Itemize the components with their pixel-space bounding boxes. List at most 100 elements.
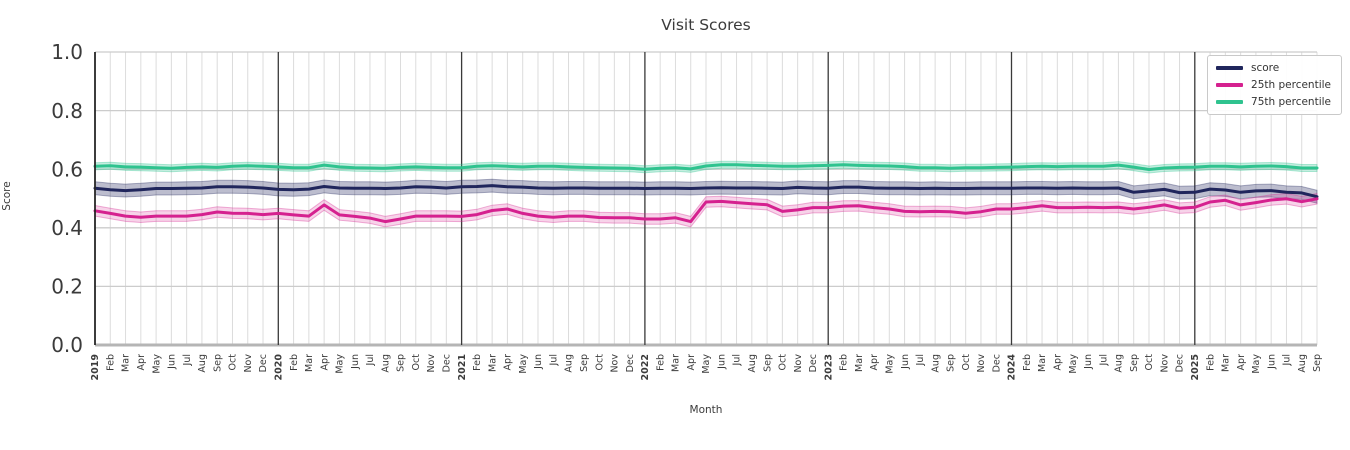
x-tick-label-month: Aug (380, 354, 391, 373)
x-tick-label-month: May (335, 354, 346, 374)
x-tick-label-month: Jun (350, 354, 361, 370)
x-tick-label-month: Dec (1175, 354, 1186, 372)
x-tick-label-month: Jun (1266, 354, 1277, 370)
x-tick-label-month: Aug (197, 354, 208, 373)
x-tick-label-month: Nov (1159, 354, 1170, 373)
x-tick-label-month: Aug (1114, 354, 1125, 373)
x-tick-label-year: 2024 (1007, 354, 1018, 381)
x-tick-label-year: 2025 (1190, 354, 1201, 380)
y-tick-label: 0.0 (51, 333, 83, 357)
legend: score 25th percentile 75th percentile (1207, 55, 1342, 115)
x-tick-label-year: 2020 (274, 354, 285, 381)
x-tick-label-month: Mar (304, 354, 315, 372)
x-tick-label-year: 2021 (457, 354, 468, 380)
x-tick-label-month: Jul (1098, 354, 1109, 366)
x-tick-label-month: Sep (946, 354, 957, 372)
x-tick-label-month: Jun (1083, 354, 1094, 370)
x-tick-label-month: Dec (258, 354, 269, 372)
x-tick-label-month: Mar (121, 354, 132, 372)
x-tick-label-month: Aug (564, 354, 575, 373)
legend-item-75th-percentile: 75th percentile (1216, 95, 1331, 109)
x-tick-label-month: Nov (610, 354, 621, 373)
x-tick-label-month: Jun (716, 354, 727, 370)
x-tick-label-month: Feb (472, 354, 483, 371)
x-tick-label-month: Oct (961, 354, 972, 371)
x-tick-label-month: Dec (442, 354, 453, 372)
x-tick-label-month: Feb (1205, 354, 1216, 371)
x-tick-label-month: Oct (228, 354, 239, 371)
y-tick-label: 0.6 (51, 157, 83, 181)
legend-item-score: score (1216, 61, 1331, 75)
x-tick-label-month: Aug (747, 354, 758, 373)
x-tick-label-month: Apr (869, 354, 880, 371)
series-line-score (93, 184, 1319, 199)
x-tick-label-month: Sep (396, 354, 407, 372)
x-tick-label-month: Apr (136, 354, 147, 371)
x-tick-label-month: May (1251, 354, 1262, 374)
x-tick-label-month: Feb (289, 354, 300, 371)
x-tick-label-month: Sep (579, 354, 590, 372)
legend-item-25th-percentile: 25th percentile (1216, 78, 1331, 92)
x-tick-label-month: Jul (365, 354, 376, 366)
x-tick-label-year: 2019 (90, 354, 101, 380)
x-tick-label-month: Mar (854, 354, 865, 372)
legend-label-25th-percentile: 25th percentile (1251, 79, 1331, 91)
x-tick-label-month: Dec (625, 354, 636, 372)
x-tick-label-month: Jun (900, 354, 911, 370)
x-tick-label-year: 2022 (640, 354, 651, 380)
x-tick-label-month: Jul (732, 354, 743, 366)
x-tick-label-month: Mar (487, 354, 498, 372)
x-tick-label-month: May (1068, 354, 1079, 374)
x-axis-label: Month (689, 404, 723, 416)
x-tick-label-month: Jul (182, 354, 193, 366)
x-tick-label-month: Sep (762, 354, 773, 372)
x-tick-label-year: 2023 (823, 354, 834, 380)
x-tick-label-month: Oct (411, 354, 422, 371)
score-line-swatch-icon (1216, 66, 1244, 70)
x-tick-label-month: Aug (1297, 354, 1308, 373)
y-tick-label: 1.0 (51, 40, 83, 64)
x-tick-label-month: Feb (1022, 354, 1033, 371)
y-tick-label: 0.4 (51, 216, 83, 240)
series-line-75th-percentile (93, 163, 1319, 171)
x-tick-label-month: Feb (839, 354, 850, 371)
x-tick-label-month: Apr (503, 354, 514, 371)
x-tick-label-month: Feb (105, 354, 116, 371)
x-tick-label-month: Apr (1053, 354, 1064, 371)
x-tick-label-month: Mar (671, 354, 682, 372)
x-tick-label-month: Apr (686, 354, 697, 371)
x-tick-label-month: Nov (793, 354, 804, 373)
p75-line-swatch-icon (1216, 100, 1244, 104)
chart-title: Visit Scores (661, 16, 751, 34)
x-tick-label-month: Apr (319, 354, 330, 371)
x-tick-label-month: Mar (1221, 354, 1232, 372)
x-tick-label-month: May (701, 354, 712, 374)
x-tick-label-month: Jun (533, 354, 544, 370)
x-tick-label-month: Nov (243, 354, 254, 373)
x-tick-label-month: Dec (808, 354, 819, 372)
x-tick-label-month: Jul (548, 354, 559, 366)
p25-line-swatch-icon (1216, 83, 1244, 87)
x-tick-label-month: Oct (778, 354, 789, 371)
confidence-band (94, 178, 1318, 204)
x-tick-label-month: Aug (930, 354, 941, 373)
x-tick-label-month: Sep (1129, 354, 1140, 372)
x-tick-label-month: Jul (1282, 354, 1293, 366)
x-tick-label-month: Mar (1037, 354, 1048, 372)
y-tick-label: 0.2 (51, 275, 83, 299)
x-tick-label-month: Jul (915, 354, 926, 366)
x-tick-label-month: Oct (1144, 354, 1155, 371)
x-tick-label-month: Dec (991, 354, 1002, 372)
x-tick-label-month: Oct (594, 354, 605, 371)
x-tick-label-month: May (518, 354, 529, 374)
legend-label-score: score (1251, 62, 1280, 74)
y-tick-label: 0.8 (51, 99, 83, 123)
x-tick-label-month: Feb (655, 354, 666, 371)
x-tick-label-month: Apr (1236, 354, 1247, 371)
x-tick-label-month: May (885, 354, 896, 374)
x-tick-label-month: Nov (976, 354, 987, 373)
x-tick-label-month: Sep (1312, 354, 1323, 372)
x-tick-label-month: Nov (426, 354, 437, 373)
